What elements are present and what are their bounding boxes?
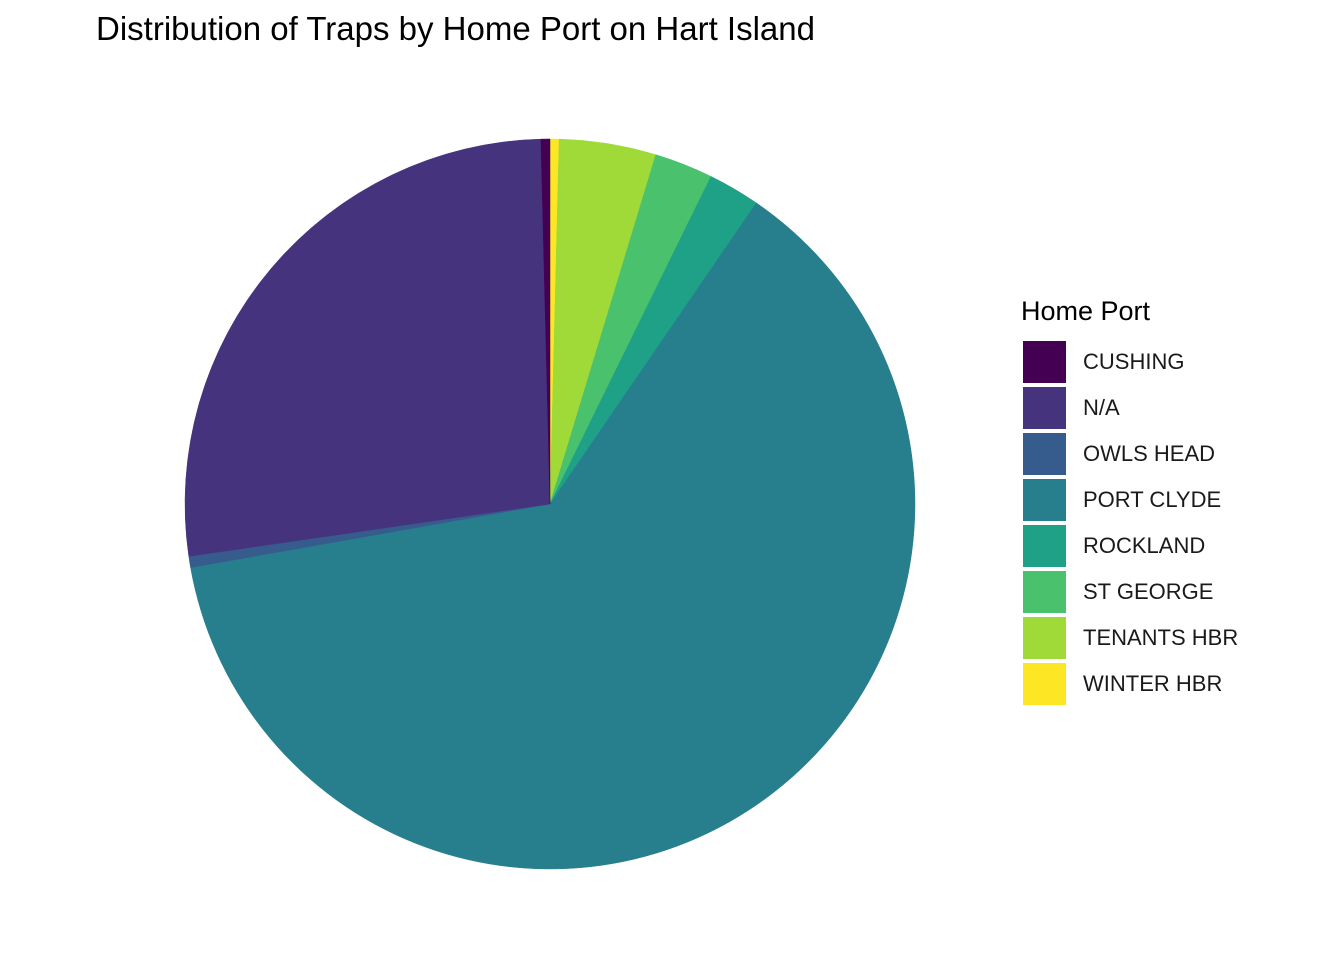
legend-item-st-george: ST GEORGE bbox=[1021, 569, 1238, 615]
legend: Home Port CUSHING N/A OWLS HEAD PORT CLYDE R… bbox=[1021, 296, 1238, 707]
legend-item-rockland: ROCKLAND bbox=[1021, 523, 1238, 569]
pie-slice-port-clyde bbox=[190, 202, 916, 870]
legend-item-winter-hbr: WINTER HBR bbox=[1021, 661, 1238, 707]
chart-title: Distribution of Traps by Home Port on Ha… bbox=[96, 10, 815, 47]
legend-label: ROCKLAND bbox=[1083, 533, 1206, 558]
legend-label: ST GEORGE bbox=[1083, 579, 1214, 604]
legend-swatch bbox=[1023, 663, 1066, 705]
legend-label: OWLS HEAD bbox=[1083, 441, 1216, 466]
pie-slice-cushing bbox=[540, 138, 551, 505]
pie-slice-n-a bbox=[184, 138, 551, 557]
legend-item-port-clyde: PORT CLYDE bbox=[1021, 477, 1238, 523]
legend-item-n-a: N/A bbox=[1021, 385, 1238, 431]
legend-label: PORT CLYDE bbox=[1083, 487, 1222, 512]
legend-swatch bbox=[1023, 571, 1066, 613]
legend-item-cushing: CUSHING bbox=[1021, 339, 1238, 385]
legend-swatch bbox=[1023, 341, 1066, 383]
legend-item-tenants-hbr: TENANTS HBR bbox=[1021, 615, 1238, 661]
legend-swatch bbox=[1023, 525, 1066, 567]
legend-items: CUSHING N/A OWLS HEAD PORT CLYDE ROCKLAND ST … bbox=[1021, 339, 1238, 707]
legend-swatch bbox=[1023, 479, 1066, 521]
legend-swatch bbox=[1023, 617, 1066, 659]
legend-swatch bbox=[1023, 433, 1066, 475]
legend-label: WINTER HBR bbox=[1083, 671, 1223, 696]
legend-item-owls-head: OWLS HEAD bbox=[1021, 431, 1238, 477]
legend-label: CUSHING bbox=[1083, 349, 1185, 374]
pie-slices bbox=[184, 138, 916, 870]
legend-label: N/A bbox=[1083, 395, 1120, 420]
legend-label: TENANTS HBR bbox=[1083, 625, 1239, 650]
legend-title: Home Port bbox=[1021, 296, 1151, 326]
legend-swatch bbox=[1023, 387, 1066, 429]
